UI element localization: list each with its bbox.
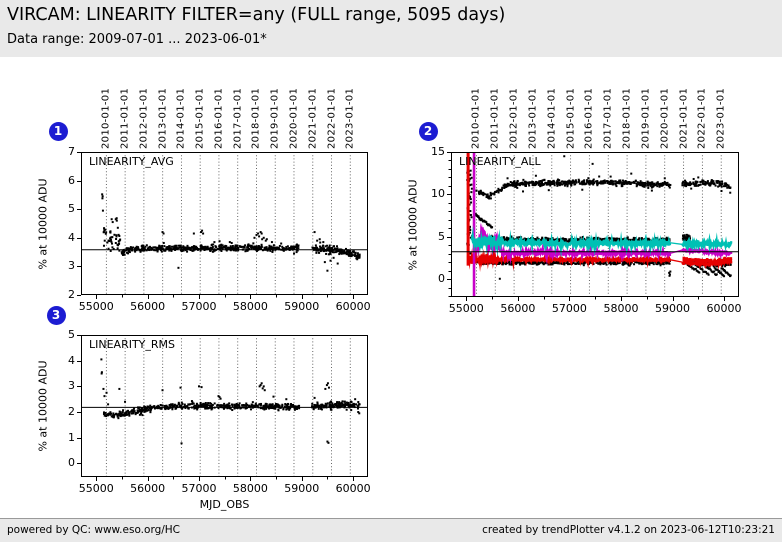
- page-subtitle: Data range: 2009-07-01 ... 2023-06-01*: [7, 32, 267, 47]
- app-header: VIRCAM: LINEARITY FILTER=any (FULL range…: [0, 0, 782, 57]
- linearity-rms-plot-canvas[interactable]: [71, 330, 374, 487]
- footer-bar: powered by QC: www.eso.org/HC created by…: [0, 518, 782, 542]
- plot-2-badge[interactable]: 2: [418, 121, 438, 141]
- footer-created-by: created by trendPlotter v4.1.2 on 2023-0…: [482, 524, 775, 536]
- plot-3-badge[interactable]: 3: [46, 305, 66, 325]
- plot-1-badge[interactable]: 1: [48, 121, 68, 141]
- page-title: VIRCAM: LINEARITY FILTER=any (FULL range…: [7, 5, 506, 25]
- footer-powered-by: powered by QC: www.eso.org/HC: [7, 524, 181, 536]
- linearity-all-plot-canvas[interactable]: [441, 147, 745, 307]
- linearity-avg-plot-canvas[interactable]: [71, 147, 374, 305]
